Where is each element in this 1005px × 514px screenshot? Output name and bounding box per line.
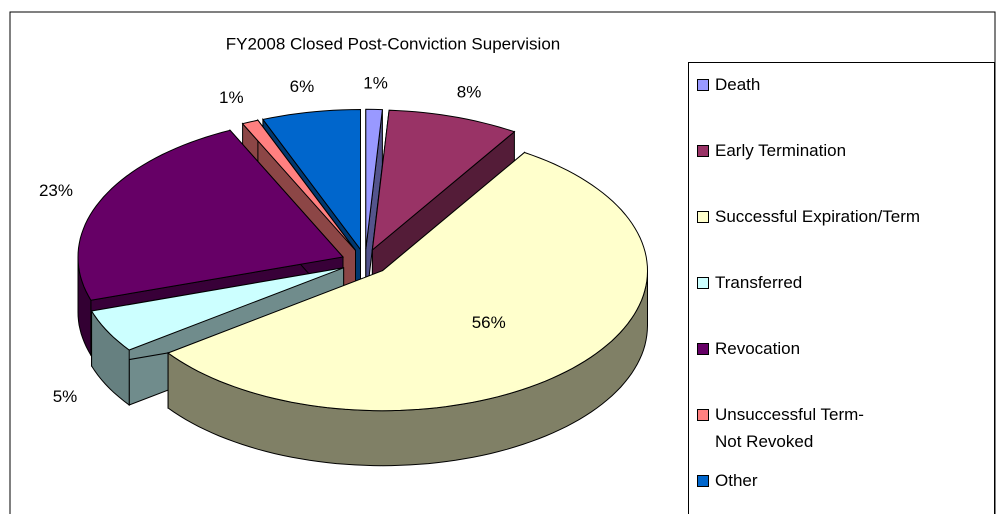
data-label: 1% <box>363 74 388 93</box>
data-label: 56% <box>472 313 506 332</box>
legend-item: Early Termination <box>697 137 846 164</box>
slice <box>241 119 356 251</box>
legend-label: Transferred <box>715 273 803 292</box>
legend-swatch <box>697 343 709 355</box>
slice <box>371 109 516 252</box>
slice <box>365 108 383 250</box>
slice <box>77 129 344 301</box>
legend-label: Revocation <box>715 339 801 358</box>
legend-swatch <box>697 145 709 157</box>
legend-swatch <box>697 211 709 223</box>
legend-item: Death <box>697 71 760 98</box>
legend-label: Unsuccessful Term- Not Revoked <box>715 405 864 451</box>
legend-label: Other <box>715 471 758 490</box>
legend-item: Unsuccessful Term- Not Revoked <box>697 401 864 455</box>
data-label: 5% <box>53 387 78 406</box>
legend-label: Successful Expiration/Term <box>715 207 921 226</box>
legend-label: Death <box>715 75 761 94</box>
slice <box>167 151 649 412</box>
data-label: 8% <box>457 82 482 101</box>
legend-swatch <box>697 475 709 487</box>
data-label: 23% <box>39 181 73 200</box>
legend-item: Successful Expiration/Term <box>697 203 920 230</box>
legend-item: Transferred <box>697 269 802 296</box>
chart-title: FY2008 Closed Post-Conviction Supervisio… <box>226 34 561 53</box>
slice <box>90 267 344 351</box>
legend-swatch <box>697 277 709 289</box>
data-label: 1% <box>219 88 244 107</box>
legend-swatch <box>697 409 709 421</box>
legend-item: Revocation <box>697 335 800 362</box>
legend-label: Early Termination <box>715 141 847 160</box>
data-label: 6% <box>290 77 315 96</box>
legend: Death Early Termination Successful Expirat… <box>688 62 995 514</box>
slice <box>262 108 361 251</box>
legend-item: Other <box>697 467 758 494</box>
legend-swatch <box>697 79 709 91</box>
